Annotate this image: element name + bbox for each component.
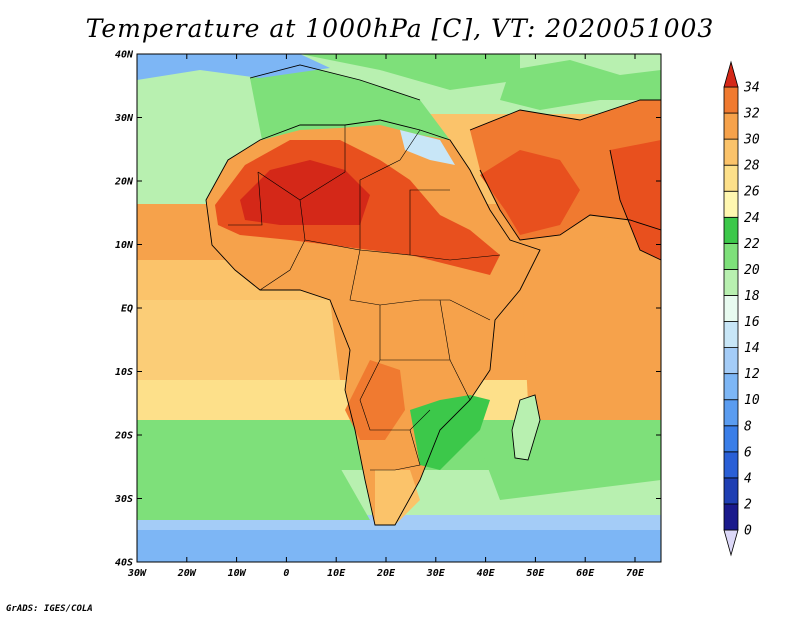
madagascar-landmass: [512, 395, 540, 460]
lon-tick-label: 60E: [576, 568, 595, 579]
colorbar-high-triangle: [723, 60, 739, 88]
colorbar-swatch: [723, 138, 739, 166]
coastlines: [205, 64, 661, 526]
colorbar-swatch: [723, 269, 739, 296]
colorbar-swatch: [723, 399, 739, 427]
map-field: [137, 54, 661, 562]
lon-tick-label: 0: [283, 568, 289, 579]
colorbar-swatch: [723, 347, 739, 375]
colorbar-swatch: [723, 164, 739, 192]
lat-tick-label: 20N: [114, 177, 134, 188]
colorbar-swatch: [723, 451, 739, 479]
colorbar-label: 20: [744, 263, 760, 278]
lon-tick-label: 50E: [526, 568, 545, 579]
country-borders: [228, 125, 501, 471]
lat-tick-label: 10N: [115, 240, 134, 251]
lon-tick-label: 10W: [228, 568, 247, 579]
map-title: Temperature at 1000hPa [C], VT: 20200510…: [85, 14, 715, 43]
colorbar-swatch: [723, 216, 739, 244]
colorbar-label: 34: [743, 81, 760, 96]
lon-tick-label: 20E: [376, 568, 396, 579]
colorbar-swatch: [723, 190, 739, 218]
lon-tick-label: 10E: [327, 568, 346, 579]
colorbar-low-triangle: [723, 529, 739, 557]
colorbar-label: 2: [744, 497, 752, 512]
colorbar-label: 12: [744, 367, 760, 382]
colorbar-swatch: [723, 503, 739, 531]
grads-credit: GrADS: IGES/COLA: [6, 604, 93, 614]
lat-tick-label: 40N: [115, 50, 134, 61]
lat-tick-label: 30N: [114, 113, 134, 124]
colorbar-swatch: [723, 477, 739, 505]
lon-tick-label: 20W: [177, 568, 197, 579]
colorbar-swatch: [723, 86, 739, 114]
lat-tick-label: 10S: [115, 367, 133, 378]
colorbar-swatch: [723, 295, 739, 322]
colorbar-label: 30: [743, 133, 760, 148]
lat-tick-label: 40S: [115, 558, 133, 569]
lat-tick-label: 30S: [114, 494, 133, 505]
lon-tick-label: 70E: [626, 568, 645, 579]
colorbar-label: 0: [744, 524, 752, 539]
colorbar-swatch: [723, 321, 739, 348]
colorbar-label: 22: [744, 237, 760, 252]
lat-tick-label: EQ: [121, 304, 133, 315]
lon-tick-label: 30E: [426, 568, 446, 579]
colorbar-label: 8: [744, 419, 752, 434]
lat-tick-label: 20S: [114, 431, 133, 442]
colorbar-swatch: [723, 373, 739, 401]
colorbar-swatch: [723, 112, 739, 140]
colorbar-label: 4: [744, 471, 752, 486]
colorbar-label: 24: [744, 211, 760, 226]
colorbar-label: 10: [744, 393, 760, 408]
colorbar-label: 18: [744, 289, 760, 304]
colorbar-label: 28: [744, 159, 760, 174]
colorbar-label: 32: [743, 107, 760, 122]
colorbar-swatch: [723, 425, 739, 453]
colorbar-label: 16: [744, 315, 760, 330]
colorbar-label: 14: [744, 341, 760, 356]
lon-tick-label: 40E: [477, 568, 496, 579]
colorbar-label: 26: [744, 185, 760, 200]
lon-tick-label: 30W: [127, 568, 147, 579]
colorbar-label: 6: [744, 445, 752, 460]
colorbar-swatch: [723, 242, 739, 270]
